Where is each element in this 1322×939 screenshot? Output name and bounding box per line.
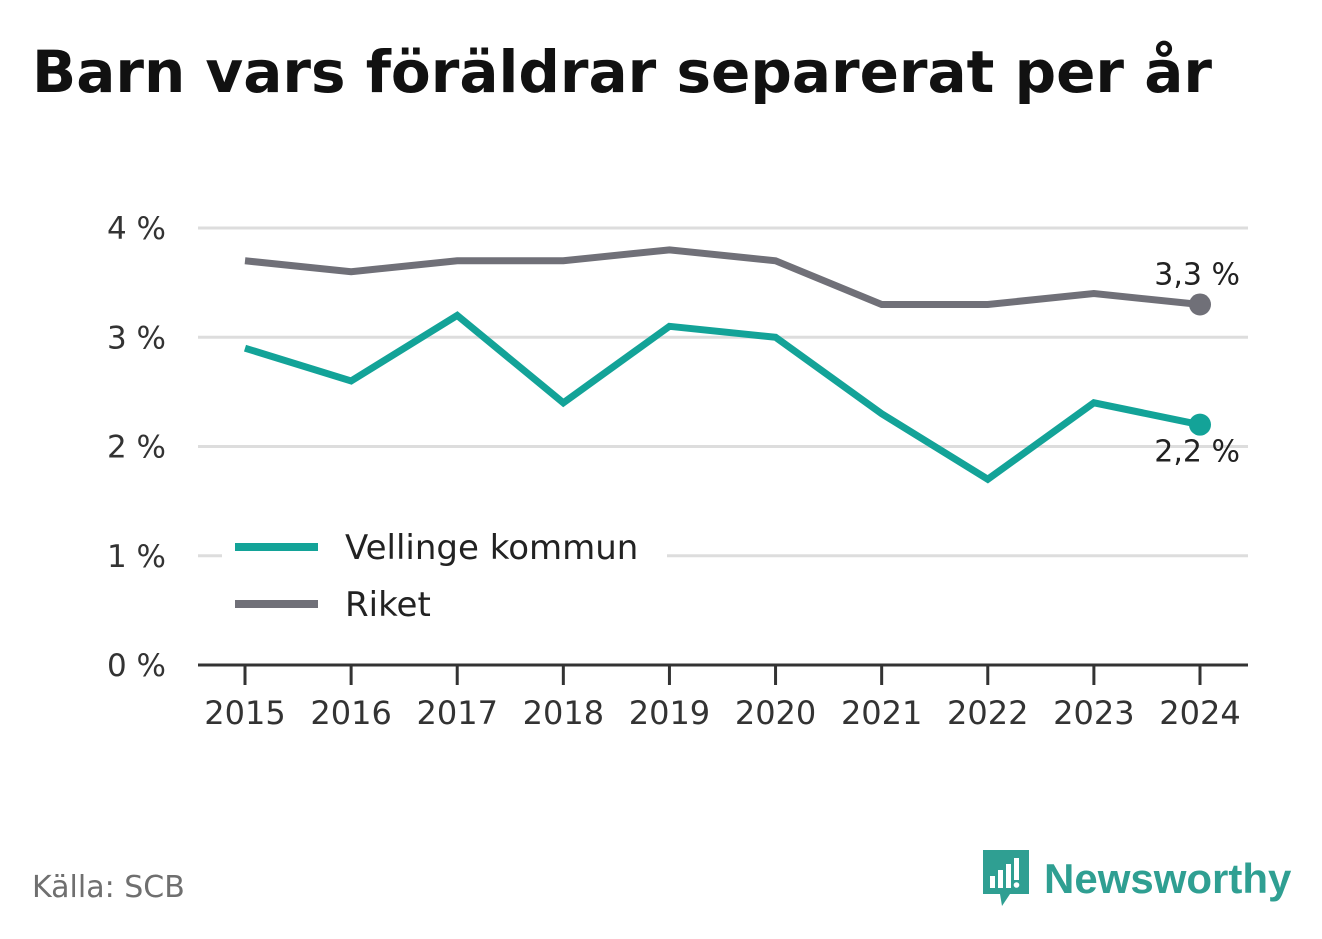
data-label-end: 2,2 % [1154,435,1240,470]
data-labels: 2,2 % 3,3 % [1154,257,1240,469]
series-end-point [1189,413,1211,436]
x-tick-label: 2017 [417,694,498,732]
data-label-end: 3,3 % [1154,257,1240,292]
x-tick-label: 2020 [735,694,816,732]
series-line-riket [244,246,1201,308]
y-tick-label: 0 % [107,648,166,684]
series-end-point [1189,293,1211,316]
x-tick-label: 2022 [947,694,1028,732]
source-note: Källa: SCB [32,870,185,905]
brand-name: Newsworthy [1044,855,1292,902]
series-lines [243,246,1211,484]
chart-title: Barn vars föräldrar separerat per år [32,38,1212,106]
y-tick-label: 2 % [107,430,166,466]
legend-label: Vellinge kommun [345,528,638,568]
legend-background [222,522,667,640]
legend-label: Riket [345,585,431,625]
y-tick-label: 4 % [107,211,166,247]
x-tick-label: 2024 [1159,694,1240,732]
axes: 0 % 1 % 2 % 3 % 4 % 2015 2016 2017 2018 2019 2020 2… [107,211,1248,732]
newsworthy-logo-icon [983,850,1029,906]
legend: Vellinge kommun Riket [222,522,667,640]
y-tick-label: 1 % [107,539,166,575]
x-tick-label: 2015 [204,694,285,732]
grid-lines [198,226,1248,558]
x-tick-label: 2016 [310,694,391,732]
series-line-vellinge [243,311,1201,484]
y-tick-label: 3 % [107,320,166,356]
brand-logo: Newsworthy [980,848,1291,910]
x-tick-label: 2021 [841,694,922,732]
x-tick-label: 2023 [1053,694,1134,732]
x-tick-label: 2018 [523,694,604,732]
x-tick-label: 2019 [629,694,710,732]
